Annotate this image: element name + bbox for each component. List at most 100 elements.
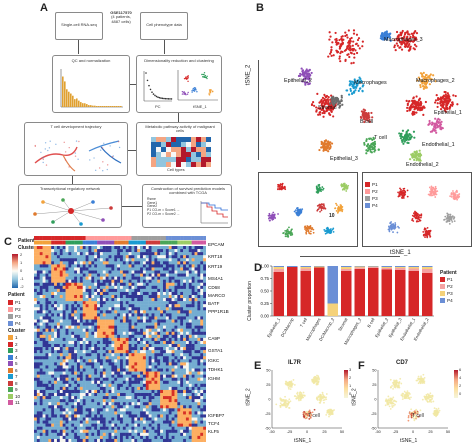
mini-patient-dot: [450, 219, 453, 221]
heatmap-cell: [68, 334, 72, 339]
heatmap-cell: [134, 359, 138, 363]
tsne-dot: [451, 101, 454, 104]
heatmap-cell: [56, 325, 60, 329]
heatmap-cell: [117, 356, 121, 360]
heatmap-cell: [200, 298, 204, 302]
qc-bar: [92, 105, 94, 107]
tsne-dot: [363, 109, 367, 112]
heatmap-cell: [203, 270, 206, 274]
heatmap-cell: [59, 347, 63, 351]
tsne-dot: [304, 70, 307, 73]
heatmap-cell: [88, 282, 92, 287]
mini-cluster-dot: [287, 230, 290, 233]
heatmap-cell: [203, 285, 206, 290]
heatmap-cell: [62, 344, 66, 348]
heatmap-cell: [85, 288, 89, 293]
tsne-dot: [405, 43, 408, 46]
heatmap-cell: [142, 347, 146, 351]
tsne-dot: [400, 135, 403, 138]
tsne-dot: [371, 145, 374, 149]
heatmap-cell: [183, 255, 187, 259]
heatmap-cell: [140, 356, 144, 360]
traj-dot: [49, 140, 51, 142]
heatmap-cell: [151, 350, 155, 354]
heatmap-cell: [45, 291, 49, 296]
tsne-dot: [406, 30, 409, 33]
heatmap-cell: [140, 347, 144, 351]
heatmap-cell: [122, 344, 126, 348]
heatmap-cell: [34, 322, 38, 326]
heatmap-cell: [191, 307, 195, 311]
heatmap-cell: [125, 337, 129, 342]
heatmap-cell: [88, 301, 92, 305]
heatmap-cell: [74, 365, 78, 369]
tsne-dot: [401, 41, 405, 44]
heatmap-cell: [200, 365, 204, 369]
annot-cluster: [171, 240, 175, 245]
heatmap-cell: [45, 282, 49, 287]
heatmap-cell: [85, 344, 89, 348]
tsne-dot: [361, 89, 364, 92]
heatmap-cell: [102, 365, 106, 369]
annot-cluster: [134, 240, 138, 245]
heatmap-cell: [140, 255, 144, 259]
heatmap-cell: [91, 261, 95, 265]
tf-label: Transcriptional regulatory network: [39, 186, 101, 191]
heatmap-cell: [157, 368, 161, 372]
heatmap-cell: [122, 246, 126, 250]
heatmap-cell: [48, 359, 52, 363]
tsne-dot: [393, 39, 396, 42]
annot-cluster: [151, 240, 155, 245]
tsne-dot: [338, 55, 341, 58]
mini-cluster-dot: [345, 190, 348, 192]
heatmap-cell: [163, 340, 167, 345]
heatmap-cell: [85, 340, 89, 345]
mini-patient-dot: [446, 212, 449, 215]
heatmap-cell: [48, 334, 52, 339]
mini-patient-dot: [428, 186, 431, 189]
heatmap-cell: [191, 362, 195, 366]
heatmap-cell: [82, 288, 86, 293]
mini-patient-dot: [429, 230, 432, 233]
heatmap-cell: [65, 377, 69, 381]
heatmap-cell: [140, 350, 144, 354]
heatmap-cell: [200, 340, 204, 345]
heatmap-cell: [111, 350, 115, 354]
tsne-dot: [353, 56, 356, 59]
heatmap-cell: [163, 365, 167, 369]
heatmap-cell: [82, 334, 86, 339]
heatmap-cell: [160, 285, 164, 290]
heatmap-cell: [203, 316, 206, 320]
heatmap-cell: [185, 298, 189, 302]
traj-dot: [74, 155, 77, 157]
tsne-dot: [434, 101, 437, 104]
heatmap-cell: [99, 304, 103, 308]
mini-cluster-dot: [316, 208, 319, 211]
heatmap-cell: [36, 325, 40, 329]
heatmap-cell: [36, 374, 40, 378]
heatmap-cell: [160, 347, 164, 351]
heatmap-cell: [128, 337, 132, 342]
heatmap-cell: [142, 258, 146, 262]
heatmap-cell: [177, 365, 181, 369]
heatmap-cell: [39, 322, 43, 326]
heatmap-cell: [56, 279, 60, 283]
heatmap-cell: [48, 252, 52, 256]
heatmap-cell: [125, 298, 129, 302]
qc-bar: [108, 106, 110, 107]
metab-cell: [151, 152, 156, 157]
heatmap-cell: [194, 298, 198, 302]
heatmap-cell: [120, 295, 124, 299]
heatmap-cell: [59, 368, 63, 372]
tsne-dot: [381, 36, 384, 40]
heatmap-cell: [97, 261, 101, 265]
heatmap-cell: [191, 264, 195, 268]
heatmap-cell: [85, 362, 89, 366]
heatmap-cell: [191, 310, 195, 314]
mini-patient-dot: [454, 197, 456, 200]
heatmap-cell: [111, 316, 115, 320]
heatmap-cell: [137, 334, 141, 339]
heatmap-cell: [97, 301, 101, 305]
heatmap-cell: [131, 282, 135, 287]
metab-cell: [156, 137, 161, 142]
